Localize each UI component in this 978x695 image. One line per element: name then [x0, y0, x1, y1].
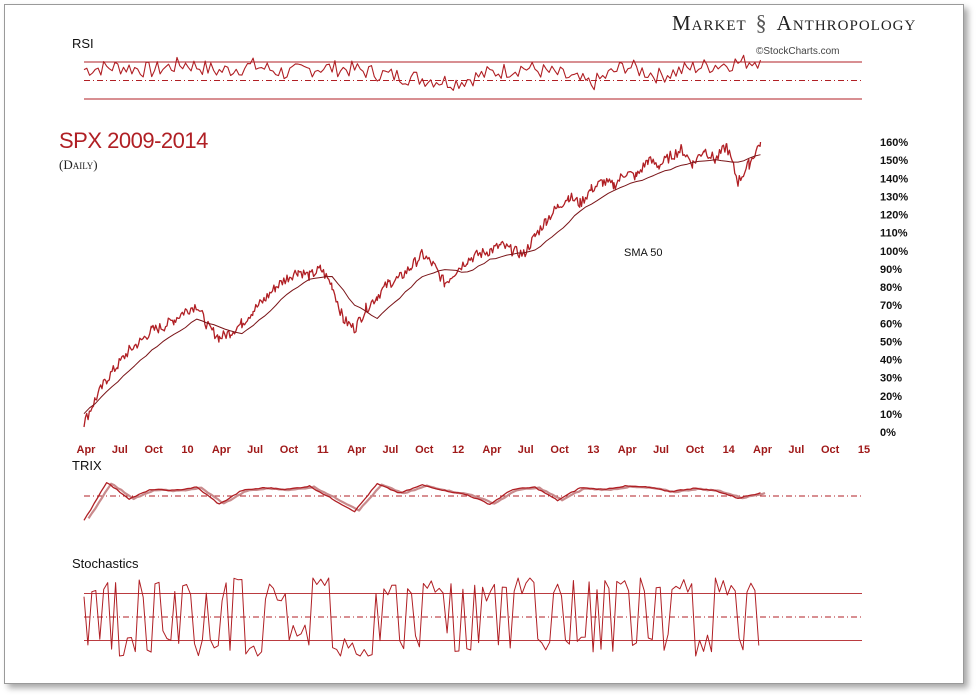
- x-tick-label: Jul: [112, 444, 128, 456]
- x-tick-label: Oct: [280, 444, 299, 456]
- x-tick-label: 15: [858, 444, 870, 456]
- y-tick-label: 60%: [880, 318, 902, 330]
- sma50-line: [83, 154, 761, 415]
- rsi-line: [83, 54, 762, 91]
- y-tick-label: 0%: [880, 427, 896, 439]
- chart-subtitle: (Daily): [59, 157, 98, 172]
- y-tick-label: 10%: [880, 409, 902, 421]
- x-tick-label: Apr: [618, 444, 638, 456]
- x-tick-label: 12: [452, 444, 464, 456]
- x-tick-label: Apr: [753, 444, 773, 456]
- y-tick-label: 80%: [880, 282, 902, 294]
- y-tick-label: 110%: [880, 228, 908, 240]
- y-tick-label: 70%: [880, 300, 902, 312]
- x-tick-label: Jul: [247, 444, 263, 456]
- x-tick-label: Oct: [550, 444, 569, 456]
- trix-label: TRIX: [72, 458, 102, 473]
- credit-text: ©StockCharts.com: [756, 46, 840, 57]
- stochastics-label: Stochastics: [72, 556, 139, 571]
- y-tick-label: 40%: [880, 355, 902, 367]
- trix-line: [83, 482, 761, 521]
- x-tick-label: Oct: [415, 444, 434, 456]
- rsi-label: RSI: [72, 36, 94, 51]
- x-tick-label: Apr: [212, 444, 232, 456]
- y-tick-label: 150%: [880, 155, 908, 167]
- brand-logo: Market § Anthropology: [672, 10, 917, 35]
- y-tick-label: 130%: [880, 191, 908, 203]
- x-tick-label: Apr: [482, 444, 502, 456]
- chart-title: SPX 2009-2014: [59, 128, 208, 153]
- x-tick-label: Oct: [686, 444, 705, 456]
- stochastics-line: [83, 577, 760, 657]
- x-tick-label: Oct: [821, 444, 840, 456]
- spx-price-line: [83, 141, 762, 428]
- x-tick-label: Jul: [382, 444, 398, 456]
- chart-frame: [4, 4, 964, 684]
- y-tick-label: 160%: [880, 137, 908, 149]
- x-tick-label: 11: [317, 444, 329, 456]
- y-tick-label: 90%: [880, 264, 902, 276]
- y-tick-label: 120%: [880, 210, 908, 222]
- y-tick-label: 50%: [880, 336, 902, 348]
- x-tick-label: Jul: [518, 444, 534, 456]
- x-tick-label: 14: [723, 444, 736, 456]
- x-tick-label: Jul: [788, 444, 804, 456]
- x-tick-label: Jul: [653, 444, 669, 456]
- x-tick-label: 10: [181, 444, 193, 456]
- sma-annotation: SMA 50: [624, 247, 663, 259]
- x-tick-label: Oct: [144, 444, 163, 456]
- y-tick-label: 140%: [880, 173, 908, 185]
- y-tick-label: 30%: [880, 373, 902, 385]
- x-tick-label: Apr: [347, 444, 367, 456]
- y-tick-label: 100%: [880, 246, 908, 258]
- x-tick-label: 13: [587, 444, 599, 456]
- x-tick-label: Apr: [77, 444, 97, 456]
- y-tick-label: 20%: [880, 391, 902, 403]
